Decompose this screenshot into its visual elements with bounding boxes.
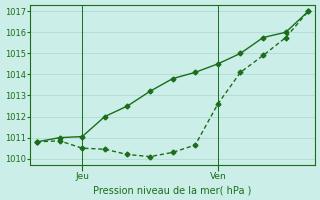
X-axis label: Pression niveau de la mer( hPa ): Pression niveau de la mer( hPa ) — [93, 185, 252, 195]
